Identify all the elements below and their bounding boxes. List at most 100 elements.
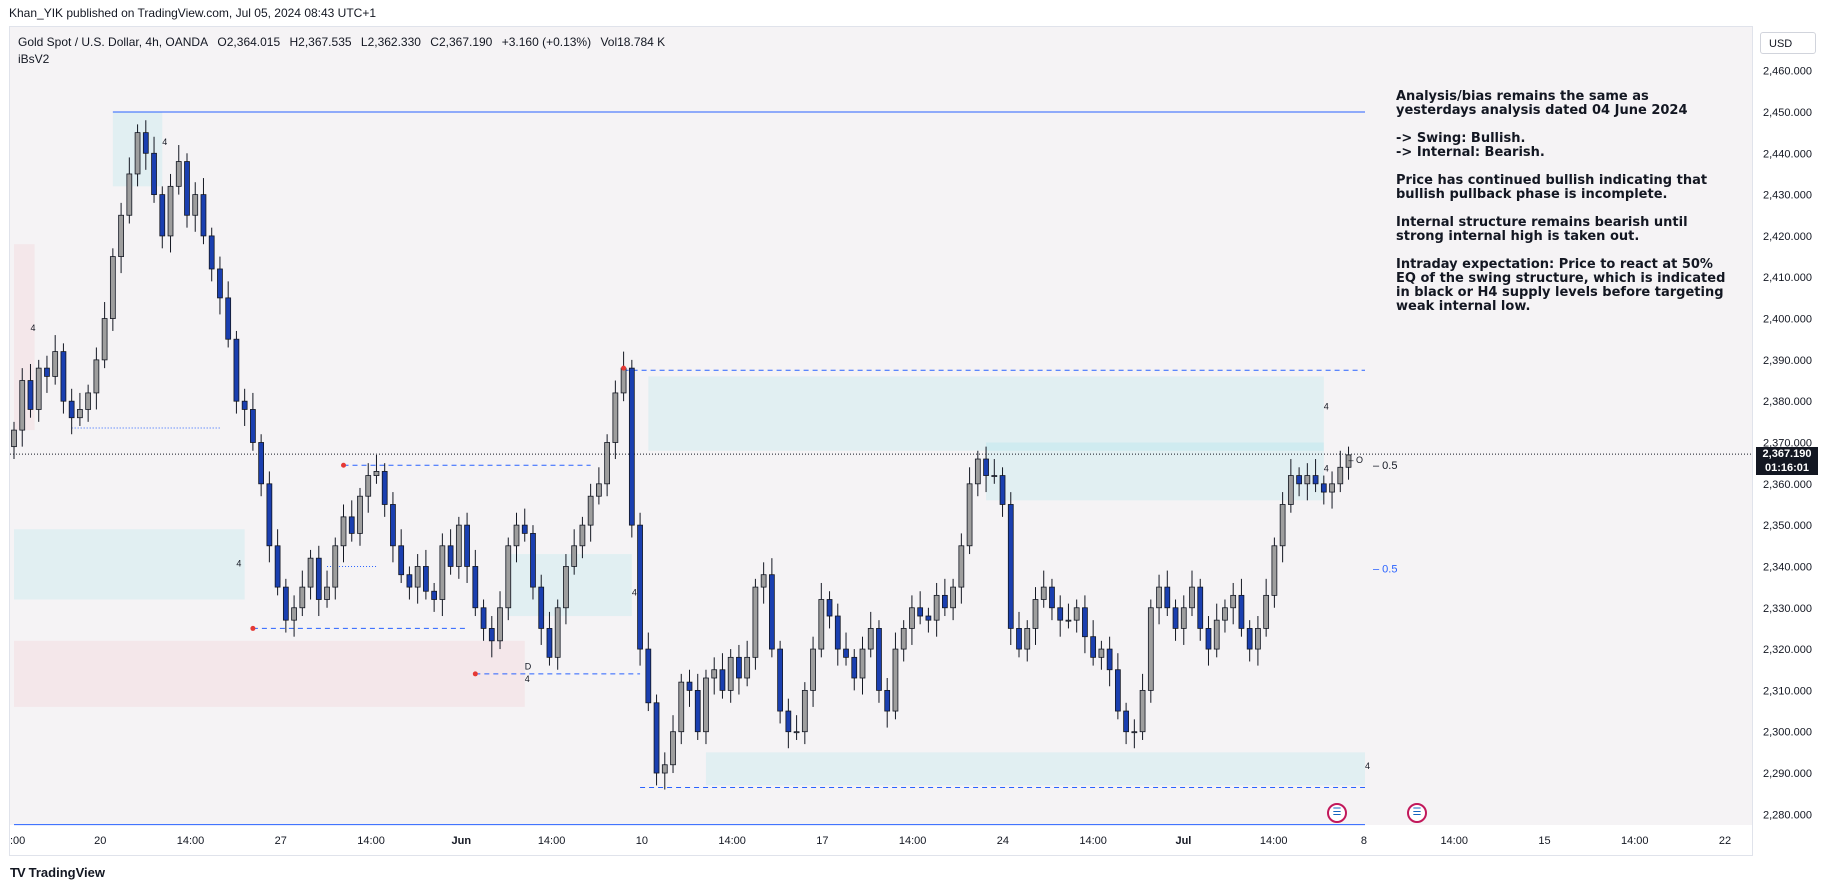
candle-body <box>118 214 124 257</box>
legend-low: L2,362.330 <box>360 35 421 49</box>
candle-body <box>480 607 487 629</box>
candle-body <box>1073 607 1080 621</box>
candle-body <box>604 442 610 485</box>
candle-body <box>1255 628 1261 650</box>
candle-body <box>1156 586 1162 609</box>
candle-body <box>357 495 363 534</box>
candle-body <box>1131 731 1138 734</box>
candle-body <box>44 367 50 377</box>
x-tick-label: :00 <box>10 835 25 847</box>
candle-body <box>999 475 1006 505</box>
y-tick-label: 2,300.000 <box>1763 727 1812 739</box>
y-tick-label: 2,440.000 <box>1763 148 1812 160</box>
candle-body <box>851 656 858 679</box>
zone-label: 4 <box>236 558 241 568</box>
candle-body <box>579 524 586 547</box>
tradingview-brand[interactable]: TV TradingView <box>10 865 105 880</box>
candle-body <box>455 524 462 567</box>
candle-body <box>497 607 503 642</box>
candle-body <box>348 516 355 534</box>
candle-body <box>810 648 816 691</box>
candle-body <box>900 628 907 650</box>
candle-body <box>752 586 759 658</box>
demand-zone <box>508 554 632 617</box>
candle-body <box>546 628 553 658</box>
legend-volume: Vol18.784 K <box>600 35 666 49</box>
legend-change: +3.160 (+0.13%) <box>501 35 592 49</box>
candle-body <box>184 161 190 216</box>
candle-body <box>266 483 273 547</box>
indicator-name[interactable]: iBsV2 <box>18 52 50 66</box>
candle-body <box>1222 607 1228 621</box>
candle-body <box>942 594 948 609</box>
candle-body <box>250 409 256 443</box>
y-tick-label: 2,420.000 <box>1763 231 1812 243</box>
y-tick-label: 2,400.000 <box>1763 314 1812 326</box>
candle-body <box>85 392 92 410</box>
candle-body <box>587 495 594 526</box>
candle-body <box>1016 628 1022 650</box>
candle-body <box>1090 636 1097 658</box>
candle-body <box>1082 607 1088 638</box>
us-flag-event-icon[interactable]: ☰ <box>1327 803 1347 823</box>
us-flag-event-icon[interactable]: ☰ <box>1407 803 1427 823</box>
candle-body <box>653 702 660 774</box>
candle-body <box>620 367 627 394</box>
candle-body <box>769 574 775 650</box>
candle-body <box>332 545 339 588</box>
demand-zone <box>986 442 1324 501</box>
candle-body <box>142 132 149 154</box>
candle-body <box>134 132 141 175</box>
candle-body <box>1271 545 1278 596</box>
chart-frame[interactable] <box>9 26 1753 856</box>
candle-body <box>299 586 306 609</box>
y-tick-label: 2,390.000 <box>1763 355 1812 367</box>
candle-body <box>1049 586 1055 609</box>
candle-body <box>488 628 495 642</box>
candle-body <box>126 173 133 216</box>
plot-background <box>10 27 1752 825</box>
candle-body <box>843 648 849 658</box>
zone-label: 4 <box>1324 401 1329 411</box>
y-tick-label: 2,330.000 <box>1763 603 1812 615</box>
candle-body <box>93 359 100 394</box>
candle-body <box>1205 628 1212 650</box>
candle-body <box>60 351 67 402</box>
candle-body <box>1147 607 1154 691</box>
publisher-line: Khan_YIK published on TradingView.com, J… <box>9 6 377 20</box>
candle-body <box>373 471 380 476</box>
candle-body <box>27 380 34 410</box>
y-tick-label: 2,360.000 <box>1763 479 1812 491</box>
candle-body <box>727 656 734 691</box>
candle-body <box>1312 475 1319 485</box>
x-tick-label: Jul <box>1175 835 1191 847</box>
candle-body <box>1123 710 1129 733</box>
candle-body <box>563 566 569 609</box>
candle-body <box>464 524 470 567</box>
demand-zone <box>14 529 245 600</box>
candle-body <box>200 194 207 237</box>
candle-body <box>513 524 520 547</box>
candle-body <box>694 689 701 733</box>
candle-body <box>1304 475 1311 485</box>
candle-body <box>291 607 297 621</box>
symbol-title[interactable]: Gold Spot / U.S. Dollar, 4h, OANDA <box>18 35 209 49</box>
x-tick-label: 17 <box>816 835 828 847</box>
candle-body <box>282 586 289 621</box>
y-tick-label: 2,290.000 <box>1763 768 1812 780</box>
candle-body <box>414 566 421 588</box>
candle-body <box>892 648 899 712</box>
candle-body <box>1345 454 1352 468</box>
candle-body <box>661 764 668 774</box>
symbol-legend: Gold Spot / U.S. Dollar, 4h, OANDA O2,36… <box>18 35 671 49</box>
candle-body <box>793 731 800 734</box>
candle-body <box>68 400 75 419</box>
legend-high: H2,367.535 <box>289 35 352 49</box>
candle-body <box>1032 599 1039 629</box>
x-tick-label: 14:00 <box>538 835 566 847</box>
candle-body <box>1189 586 1195 609</box>
candle-body <box>406 574 413 588</box>
currency-button[interactable]: USD <box>1760 32 1816 54</box>
bar-countdown: 01:16:01 <box>1764 462 1810 475</box>
